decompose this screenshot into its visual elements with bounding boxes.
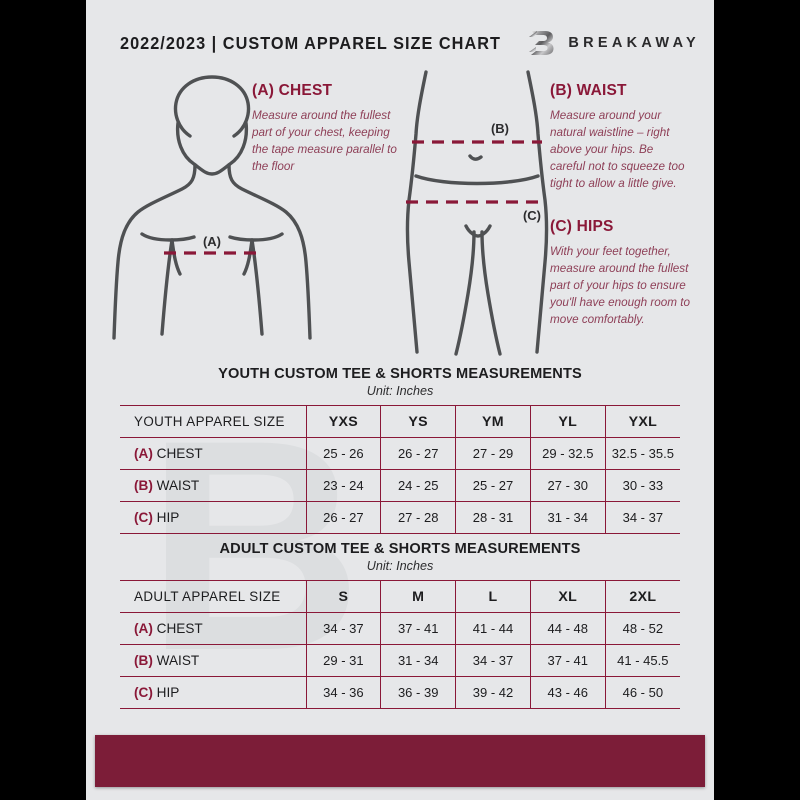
youth-waist-yxl: 30 - 33 <box>604 469 680 502</box>
youth-size-header: YOUTH APPAREL SIZE <box>120 405 306 438</box>
row-tag: (A) <box>134 621 153 636</box>
row-label: CHEST <box>156 621 203 636</box>
table-header-row: ADULT APPAREL SIZE S M L XL 2XL <box>120 580 680 613</box>
page-title: 2022/2023 | CUSTOM APPAREL SIZE CHART <box>120 32 501 53</box>
youth-size-ym: YM <box>455 405 531 438</box>
adult-row-chest-label: (A) CHEST <box>120 612 306 645</box>
adult-chest-m: 37 - 41 <box>380 612 456 645</box>
adult-row-hip-label: (C) HIP <box>120 676 306 709</box>
youth-size-yxl: YXL <box>604 405 680 438</box>
callout-hips-heading: (C) HIPS <box>550 218 614 235</box>
table-row: (B) WAIST 23 - 24 24 - 25 25 - 27 27 - 3… <box>120 469 680 502</box>
adult-hip-2xl: 46 - 50 <box>604 676 680 709</box>
youth-waist-yl: 27 - 30 <box>529 469 606 502</box>
size-chart-page: B 2022/2023 | CUSTOM APPAREL SIZE CHART <box>86 0 714 800</box>
callout-waist: (B) WAIST Measure around your natural wa… <box>550 82 690 192</box>
adult-row-waist-label: (B) WAIST <box>120 644 306 677</box>
callout-chest-body: Measure around the fullest part of your … <box>252 109 397 174</box>
adult-size-header: ADULT APPAREL SIZE <box>120 580 306 613</box>
youth-row-hip-label: (C) HIP <box>120 501 306 534</box>
row-label: HIP <box>156 685 180 700</box>
callout-chest: (A) CHEST Measure around the fullest par… <box>252 82 397 175</box>
adult-chest-s: 34 - 37 <box>305 612 381 645</box>
row-tag: (C) <box>134 685 153 700</box>
callout-hips: (C) HIPS With your feet together, measur… <box>550 218 695 328</box>
row-label: HIP <box>156 510 180 525</box>
adult-size-s: S <box>305 580 381 613</box>
youth-hip-ys: 27 - 28 <box>380 501 456 534</box>
row-tag: (A) <box>134 446 153 461</box>
youth-row-waist-label: (B) WAIST <box>120 469 306 502</box>
adult-waist-xl: 37 - 41 <box>529 644 606 677</box>
youth-chest-ys: 26 - 27 <box>380 437 456 470</box>
adult-table-unit: Unit: Inches <box>366 559 434 573</box>
adult-hip-xl: 43 - 46 <box>529 676 606 709</box>
youth-hip-ym: 28 - 31 <box>455 501 531 534</box>
row-tag: (B) <box>134 653 153 668</box>
adult-chest-2xl: 48 - 52 <box>604 612 680 645</box>
youth-waist-ym: 25 - 27 <box>455 469 531 502</box>
adult-size-xl: XL <box>529 580 606 613</box>
callout-hips-body: With your feet together, measure around … <box>550 245 690 327</box>
adult-chest-xl: 44 - 48 <box>529 612 606 645</box>
table-row: (A) CHEST 25 - 26 26 - 27 27 - 29 29 - 3… <box>120 437 680 470</box>
torso-figure-illustration: (A) <box>112 75 312 340</box>
table-row: (C) HIP 26 - 27 27 - 28 28 - 31 31 - 34 … <box>120 501 680 534</box>
youth-size-yl: YL <box>529 405 606 438</box>
adult-table-title: ADULT CUSTOM TEE & SHORTS MEASUREMENTS <box>219 541 581 557</box>
callout-chest-heading: (A) CHEST <box>252 82 333 99</box>
youth-waist-yxs: 23 - 24 <box>305 469 381 502</box>
callout-waist-body: Measure around your natural waistline – … <box>550 109 685 191</box>
page-header: 2022/2023 | CUSTOM APPAREL SIZE CHART <box>86 26 714 60</box>
table-row: (C) HIP 34 - 36 36 - 39 39 - 42 43 - 46 … <box>120 676 680 709</box>
row-label: WAIST <box>156 478 200 493</box>
row-label: CHEST <box>156 446 203 461</box>
brand-name: BREAKAWAY <box>568 35 700 51</box>
youth-hip-yxl: 34 - 37 <box>604 501 680 534</box>
youth-table-title: YOUTH CUSTOM TEE & SHORTS MEASUREMENTS <box>218 366 582 382</box>
adult-waist-2xl: 41 - 45.5 <box>604 644 680 677</box>
adult-hip-m: 36 - 39 <box>380 676 456 709</box>
youth-waist-ys: 24 - 25 <box>380 469 456 502</box>
adult-size-2xl: 2XL <box>604 580 680 613</box>
breakaway-b-monogram-icon <box>528 28 556 58</box>
adult-waist-l: 34 - 37 <box>455 644 531 677</box>
brand-lockup: BREAKAWAY <box>528 28 700 58</box>
measurement-illustrations: (A) (B) (C) (A) CHEST Measure around th <box>86 70 714 362</box>
adult-hip-s: 34 - 36 <box>305 676 381 709</box>
adult-chest-l: 41 - 44 <box>455 612 531 645</box>
adult-waist-m: 31 - 34 <box>380 644 456 677</box>
youth-hip-yl: 31 - 34 <box>529 501 606 534</box>
adult-size-m: M <box>380 580 456 613</box>
waist-measure-label: (B) <box>491 121 509 136</box>
youth-chest-yl: 29 - 32.5 <box>529 437 606 470</box>
table-row: (A) CHEST 34 - 37 37 - 41 41 - 44 44 - 4… <box>120 612 680 645</box>
row-tag: (B) <box>134 478 153 493</box>
youth-size-yxs: YXS <box>305 405 381 438</box>
hips-measure-label: (C) <box>523 208 541 223</box>
row-label: WAIST <box>156 653 200 668</box>
adult-waist-s: 29 - 31 <box>305 644 381 677</box>
youth-size-table-section: YOUTH CUSTOM TEE & SHORTS MEASUREMENTS U… <box>86 366 714 534</box>
youth-chest-yxs: 25 - 26 <box>305 437 381 470</box>
table-header-row: YOUTH APPAREL SIZE YXS YS YM YL YXL <box>120 405 680 438</box>
row-tag: (C) <box>134 510 153 525</box>
youth-size-ys: YS <box>380 405 456 438</box>
youth-hip-yxs: 26 - 27 <box>305 501 381 534</box>
hips-figure-illustration: (B) (C) <box>405 70 549 356</box>
youth-size-table: YOUTH APPAREL SIZE YXS YS YM YL YXL (A) … <box>120 405 680 534</box>
youth-chest-yxl: 32.5 - 35.5 <box>604 437 680 470</box>
adult-size-table: ADULT APPAREL SIZE S M L XL 2XL (A) CHES… <box>120 580 680 709</box>
adult-size-table-section: ADULT CUSTOM TEE & SHORTS MEASUREMENTS U… <box>86 541 714 709</box>
table-row: (B) WAIST 29 - 31 31 - 34 34 - 37 37 - 4… <box>120 644 680 677</box>
chest-measure-label: (A) <box>203 234 221 249</box>
adult-size-l: L <box>455 580 531 613</box>
youth-row-chest-label: (A) CHEST <box>120 437 306 470</box>
youth-chest-ym: 27 - 29 <box>455 437 531 470</box>
adult-hip-l: 39 - 42 <box>455 676 531 709</box>
youth-table-unit: Unit: Inches <box>366 384 434 398</box>
callout-waist-heading: (B) WAIST <box>550 82 627 99</box>
footer-bar <box>95 735 705 787</box>
